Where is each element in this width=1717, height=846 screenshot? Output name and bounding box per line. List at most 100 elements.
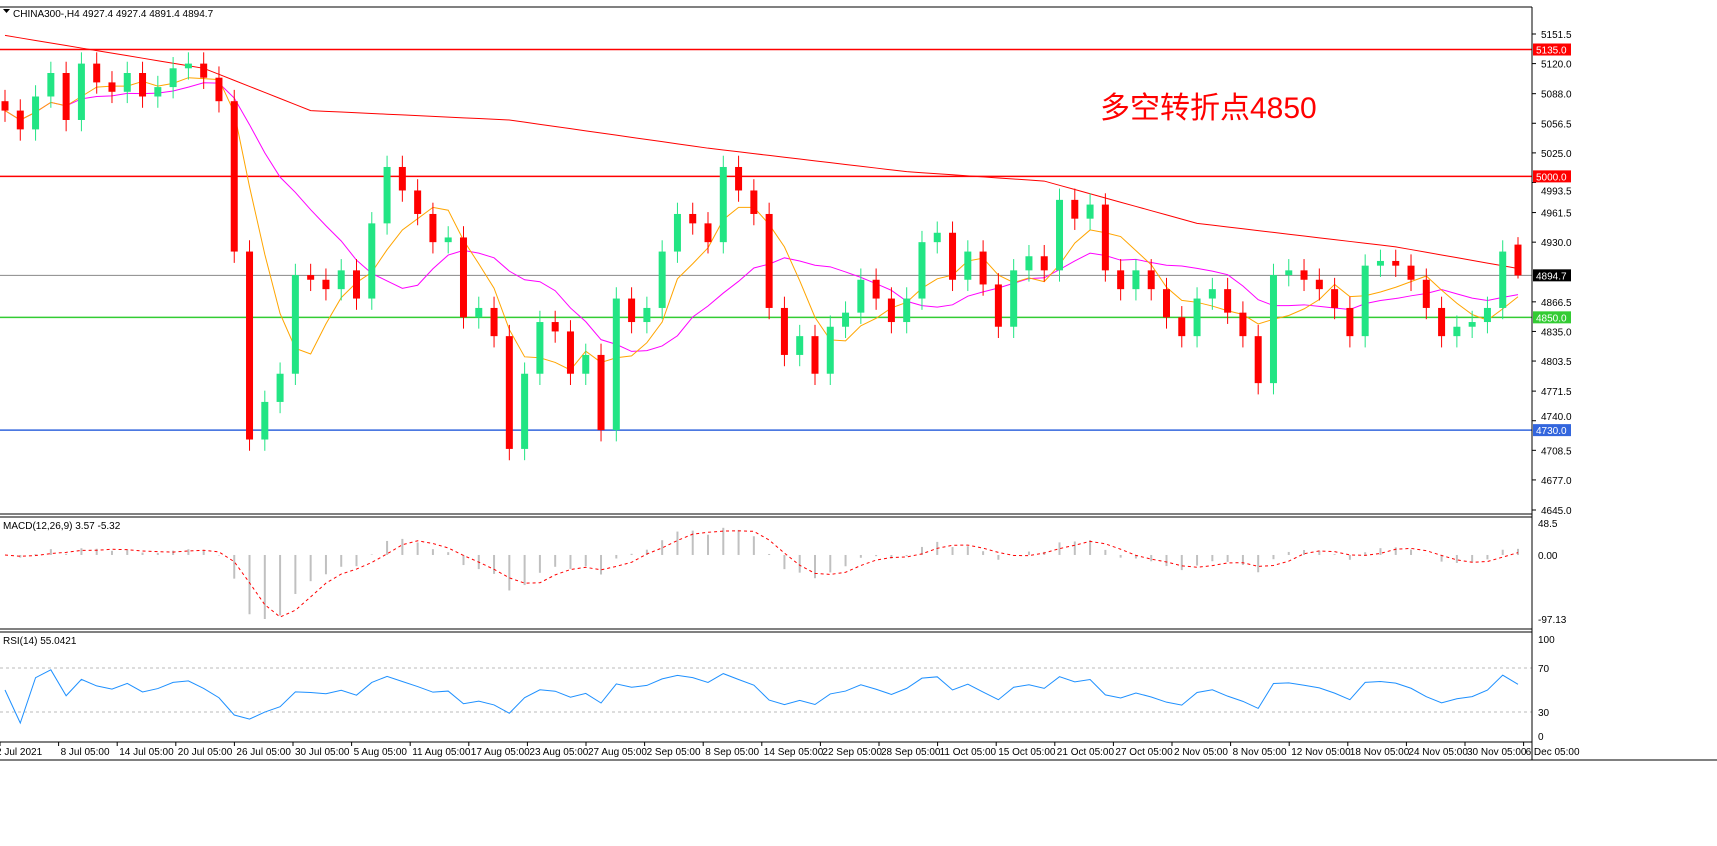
- candle-body: [566, 331, 574, 374]
- candle-body: [1010, 270, 1018, 327]
- candle-body: [1224, 289, 1232, 313]
- ma-slow-line: [4, 34, 1519, 269]
- candle-body: [1407, 265, 1415, 280]
- candle-body: [1101, 204, 1109, 271]
- candle-body: [1422, 279, 1430, 308]
- candle-body: [887, 298, 895, 323]
- candle-body: [1392, 260, 1400, 266]
- x-tick-label: 18 Nov 05:00: [1350, 747, 1410, 758]
- candle-body: [215, 77, 223, 102]
- x-tick-label: 6 Dec 05:00: [1526, 747, 1580, 758]
- x-tick-label: 11 Aug 05:00: [412, 747, 471, 758]
- candle-body: [1361, 265, 1369, 337]
- candle-body: [108, 82, 116, 92]
- candle-body: [949, 232, 957, 280]
- candle-body: [47, 73, 55, 97]
- x-tick-label: 5 Aug 05:00: [354, 747, 408, 758]
- level-badge: [1533, 269, 1571, 282]
- candle-body: [964, 251, 972, 280]
- x-tick-label: 8 Nov 05:00: [1233, 747, 1287, 758]
- candle-body: [1453, 326, 1461, 337]
- y-tick-label: 4803.5: [1541, 357, 1572, 368]
- y-tick-label: 4645.0: [1541, 506, 1572, 517]
- candle-body: [735, 166, 743, 191]
- candle-body: [1315, 279, 1323, 290]
- candle-body: [322, 279, 330, 290]
- macd-tick-label: 0.00: [1538, 551, 1558, 562]
- y-tick-label: 4740.0: [1541, 412, 1572, 423]
- candle-body: [353, 270, 361, 299]
- candle-body: [246, 251, 254, 440]
- candle-body: [77, 63, 85, 120]
- candle-body: [1040, 256, 1048, 271]
- y-tick-label: 4961.5: [1541, 209, 1572, 220]
- price-panel[interactable]: 5151.5 5120.0 5088.0 5056.5 5025.0 4993.5 4961…: [0, 30, 1572, 517]
- candle-body: [1147, 270, 1155, 290]
- rsi-tick-label: 100: [1538, 635, 1555, 646]
- candle-body: [169, 68, 177, 88]
- x-tick-label: 8 Sep 05:00: [705, 747, 759, 758]
- dropdown-triangle-icon[interactable]: [3, 9, 10, 13]
- y-tick-label: 4708.5: [1541, 446, 1572, 457]
- candle-body: [459, 237, 467, 318]
- candle-body: [1514, 244, 1522, 276]
- rsi-line: [4, 669, 1519, 725]
- macd-tick-label: -97.13: [1538, 615, 1567, 626]
- y-tick-label: 4930.0: [1541, 238, 1572, 249]
- level-badge: [1533, 424, 1571, 437]
- candle-body: [612, 298, 620, 431]
- y-tick-label: 5151.5: [1541, 30, 1572, 41]
- candle-body: [689, 213, 697, 224]
- candle-body: [1132, 270, 1140, 290]
- level-label: 5000.0: [1536, 172, 1567, 183]
- level-badge: [1533, 170, 1571, 183]
- candle-body: [1162, 289, 1170, 318]
- rsi-tick-label: 0: [1538, 732, 1544, 743]
- candle-body: [368, 223, 376, 299]
- candle-body: [582, 354, 590, 374]
- x-tick-label: 30 Jul 05:00: [295, 747, 350, 758]
- candle-body: [1056, 199, 1064, 271]
- y-tick-label: 5088.0: [1541, 90, 1572, 101]
- candle-body: [230, 101, 238, 252]
- candle-body: [994, 284, 1002, 327]
- candle-body: [154, 87, 162, 97]
- panel-frames: [0, 6, 1717, 761]
- header: CHINA300-,H4 4927.4 4927.4 4891.4 4894.7: [3, 9, 214, 20]
- level-label: 4894.7: [1536, 271, 1567, 282]
- rsi-panel[interactable]: 100 70 30 0: [0, 635, 1555, 743]
- macd-signal-line: [4, 530, 1519, 618]
- x-tick-label: 11 Oct 05:00: [940, 747, 997, 758]
- candle-body: [307, 275, 315, 280]
- candle-body: [521, 373, 529, 449]
- candle-body: [796, 336, 804, 355]
- candle-body: [1269, 275, 1277, 384]
- rsi-tick-label: 70: [1538, 664, 1550, 675]
- x-tick-label: 14 Jul 05:00: [119, 747, 174, 758]
- level-label: 4850.0: [1536, 313, 1567, 324]
- y-tick-label: 5120.0: [1541, 60, 1572, 71]
- candle-body: [1300, 270, 1308, 280]
- macd-panel[interactable]: 48.5 0.00 -97.13: [4, 519, 1567, 626]
- candle-body: [1, 101, 9, 111]
- candle-body: [719, 166, 727, 243]
- candle-body: [139, 73, 147, 97]
- candle-body: [444, 237, 452, 243]
- macd-label: MACD(12,26,9) 3.57 -5.32: [3, 521, 121, 532]
- candle-body: [200, 63, 208, 78]
- y-tick-label: 4677.0: [1541, 476, 1572, 487]
- candle-body: [826, 326, 834, 374]
- candle-body: [1285, 270, 1293, 276]
- candle-body: [673, 213, 681, 252]
- level-badge: [1533, 311, 1571, 324]
- candle-body: [750, 190, 758, 214]
- candle-body: [811, 336, 819, 374]
- candle-body: [1193, 298, 1201, 337]
- candle-body: [857, 279, 865, 313]
- candle-body: [643, 307, 651, 323]
- y-tick-label: 5056.5: [1541, 119, 1572, 130]
- x-tick-label: 8 Jul 05:00: [61, 747, 110, 758]
- y-tick-label: 4771.5: [1541, 387, 1572, 398]
